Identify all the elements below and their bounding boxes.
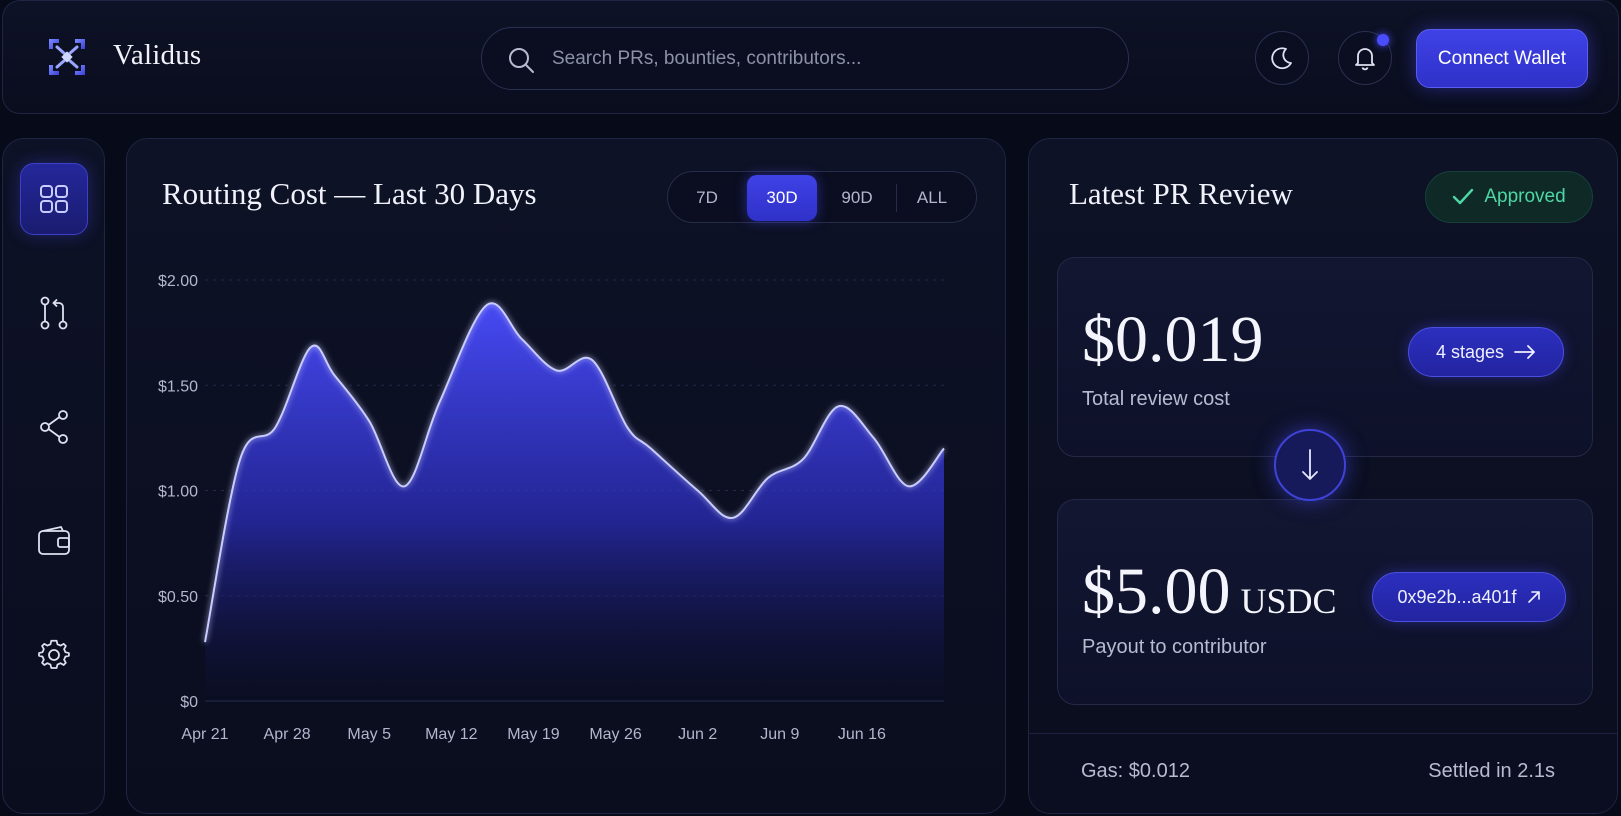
review-cost-card: $0.019 Total review cost 4 stages bbox=[1057, 257, 1593, 457]
theme-toggle-button[interactable] bbox=[1255, 31, 1309, 85]
range-divider bbox=[896, 184, 897, 212]
y-tick-label: $1.00 bbox=[158, 484, 198, 501]
review-cost-label: Total review cost bbox=[1082, 388, 1230, 410]
brand-name[interactable]: Validus bbox=[113, 39, 202, 71]
status-label: Approved bbox=[1484, 186, 1566, 207]
y-tick-label: $0 bbox=[180, 694, 198, 711]
range-selector: 7D 30D 90D ALL bbox=[667, 171, 977, 223]
routing-cost-area-chart: $0 $0.50 $1.00 $1.50 $2.00 Apr 21 Apr 28 May 5 M… bbox=[158, 273, 945, 743]
x-tick-label: May 5 bbox=[347, 726, 391, 743]
x-tick-label: Apr 28 bbox=[264, 726, 311, 743]
stages-button[interactable]: 4 stages bbox=[1408, 327, 1564, 377]
payout-amount-row: $5.00 USDC bbox=[1082, 554, 1337, 630]
flow-indicator bbox=[1274, 429, 1346, 501]
top-bar: Validus Connect Wallet bbox=[2, 0, 1619, 114]
pr-review-card: Latest PR Review Approved $0.019 Total r… bbox=[1028, 138, 1618, 814]
x-tick-label: Apr 21 bbox=[181, 726, 228, 743]
notifications-button[interactable] bbox=[1338, 31, 1392, 85]
sidebar-item-settings[interactable] bbox=[20, 619, 88, 691]
contributor-address-link[interactable]: 0x9e2b...a401f bbox=[1372, 572, 1566, 622]
x-tick-label: Jun 2 bbox=[678, 726, 717, 743]
gear-icon bbox=[38, 639, 70, 669]
chart-title: Routing Cost — Last 30 Days bbox=[162, 176, 537, 211]
arrow-down-icon bbox=[1302, 449, 1318, 480]
search-bar[interactable] bbox=[481, 27, 1129, 90]
grid-icon bbox=[40, 185, 68, 213]
validus-logo-icon bbox=[49, 39, 85, 75]
review-footer: Gas: $0.012 Settled in 2.1s bbox=[1029, 733, 1617, 813]
payout-amount: $5.00 bbox=[1082, 555, 1231, 628]
series-line bbox=[204, 302, 945, 643]
search-input[interactable] bbox=[552, 28, 1112, 89]
x-tick-label: Jun 16 bbox=[838, 726, 886, 743]
payout-unit: USDC bbox=[1240, 581, 1337, 621]
range-30d-button[interactable]: 30D bbox=[747, 175, 817, 221]
contributor-address: 0x9e2b...a401f bbox=[1397, 586, 1517, 607]
review-title: Latest PR Review bbox=[1069, 176, 1293, 211]
sidebar-item-wallet[interactable] bbox=[20, 505, 88, 577]
area-fill bbox=[205, 303, 944, 701]
x-tick-label: May 26 bbox=[589, 726, 642, 743]
x-tick-label: May 12 bbox=[425, 726, 478, 743]
y-tick-label: $1.50 bbox=[158, 378, 198, 395]
gas-fee: Gas: $0.012 bbox=[1081, 760, 1190, 782]
range-all-button[interactable]: ALL bbox=[916, 188, 948, 207]
sidebar bbox=[2, 138, 105, 814]
sidebar-item-share[interactable] bbox=[20, 391, 88, 463]
sidebar-item-pull-requests[interactable] bbox=[20, 277, 88, 349]
x-tick-label: Jun 9 bbox=[760, 726, 799, 743]
x-tick-label: May 19 bbox=[507, 726, 560, 743]
bell-icon bbox=[1355, 48, 1375, 71]
routing-cost-chart-card: Routing Cost — Last 30 Days 7D 30D 90D A… bbox=[126, 138, 1006, 814]
notification-dot bbox=[1377, 34, 1389, 46]
wallet-icon bbox=[38, 525, 70, 555]
review-cost-amount: $0.019 bbox=[1082, 303, 1264, 376]
status-badge: Approved bbox=[1425, 171, 1593, 223]
external-link-icon bbox=[1527, 591, 1540, 603]
git-pull-request-icon bbox=[40, 296, 68, 330]
range-7d-button[interactable]: 7D bbox=[696, 188, 718, 207]
moon-icon bbox=[1271, 47, 1292, 70]
search-icon bbox=[509, 48, 534, 73]
payout-card: $5.00 USDC Payout to contributor 0x9e2b..… bbox=[1057, 499, 1593, 705]
share-icon bbox=[40, 410, 68, 444]
range-90d-button[interactable]: 90D bbox=[841, 188, 873, 207]
arrow-right-icon bbox=[1514, 345, 1535, 359]
y-tick-label: $0.50 bbox=[158, 589, 198, 606]
stages-label: 4 stages bbox=[1435, 341, 1505, 362]
connect-wallet-button[interactable]: Connect Wallet bbox=[1416, 29, 1588, 88]
settlement-time: Settled in 2.1s bbox=[1428, 760, 1555, 782]
sidebar-item-dashboard[interactable] bbox=[20, 163, 88, 235]
check-icon bbox=[1453, 188, 1474, 205]
y-tick-label: $2.00 bbox=[158, 273, 198, 290]
payout-label: Payout to contributor bbox=[1082, 636, 1267, 658]
